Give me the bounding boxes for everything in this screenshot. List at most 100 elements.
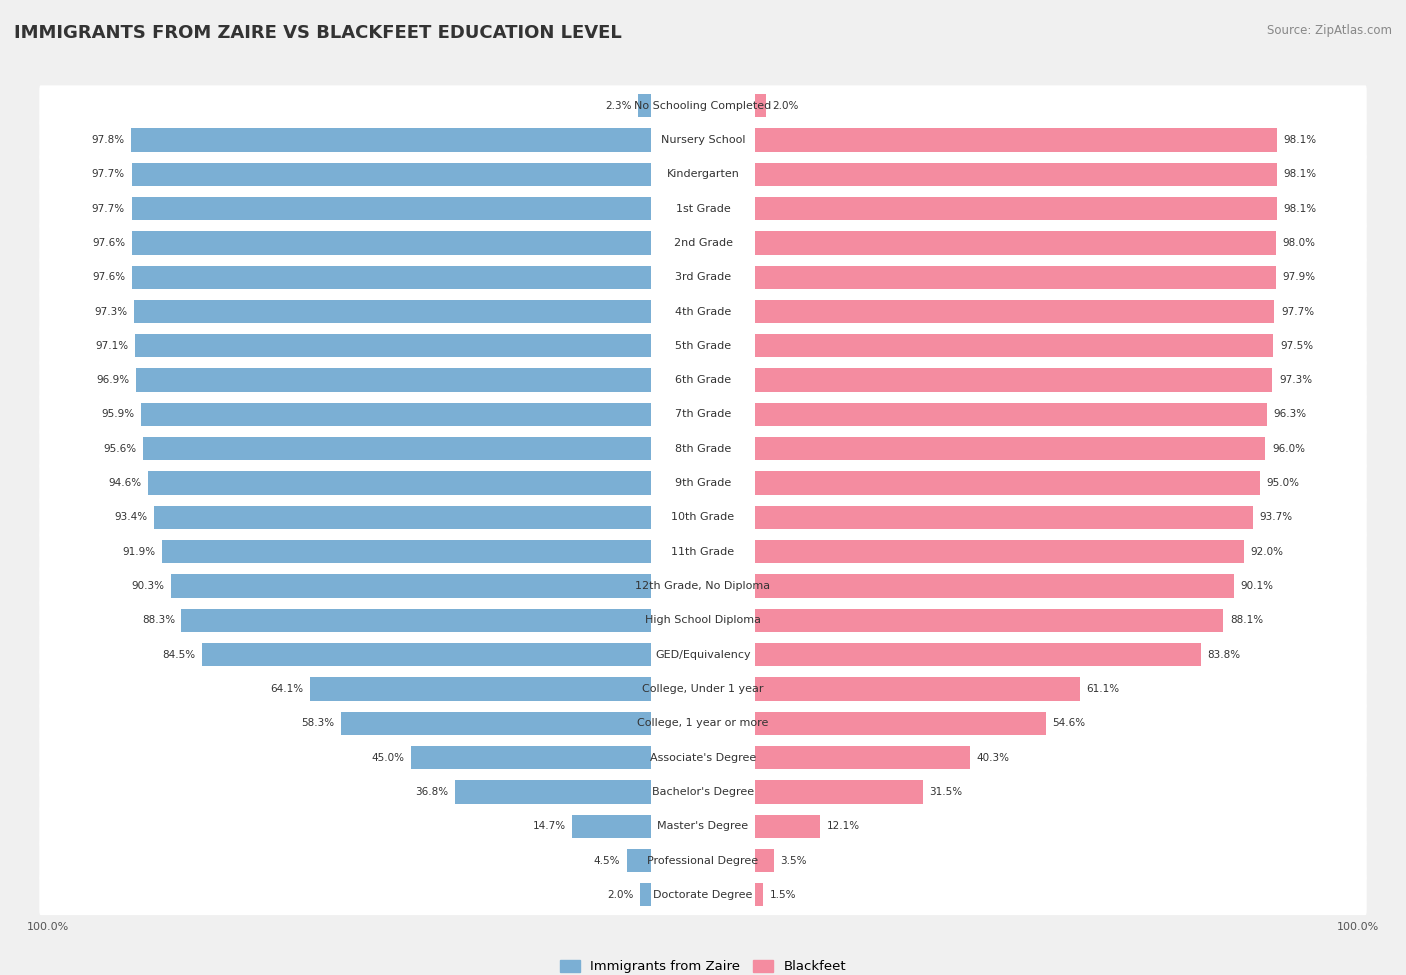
- Text: 97.3%: 97.3%: [1279, 375, 1312, 385]
- FancyBboxPatch shape: [39, 222, 1367, 263]
- FancyBboxPatch shape: [39, 771, 1367, 812]
- Bar: [755, 849, 775, 873]
- Text: 83.8%: 83.8%: [1208, 649, 1240, 660]
- FancyBboxPatch shape: [39, 875, 1367, 916]
- FancyBboxPatch shape: [39, 497, 1367, 537]
- FancyBboxPatch shape: [39, 600, 1367, 641]
- Text: 90.3%: 90.3%: [131, 581, 165, 591]
- Bar: [755, 883, 763, 907]
- Text: 95.9%: 95.9%: [101, 410, 135, 419]
- Bar: [131, 129, 651, 152]
- Bar: [755, 94, 766, 117]
- Text: 96.9%: 96.9%: [96, 375, 129, 385]
- Text: College, Under 1 year: College, Under 1 year: [643, 683, 763, 694]
- Text: Professional Degree: Professional Degree: [647, 855, 759, 866]
- Bar: [755, 369, 1272, 392]
- Text: 96.0%: 96.0%: [1272, 444, 1305, 453]
- Text: 98.0%: 98.0%: [1282, 238, 1316, 248]
- Text: 2.3%: 2.3%: [605, 100, 631, 110]
- Text: 31.5%: 31.5%: [929, 787, 963, 797]
- FancyBboxPatch shape: [39, 120, 1367, 160]
- Text: 11th Grade: 11th Grade: [672, 547, 734, 557]
- Text: 61.1%: 61.1%: [1087, 683, 1119, 694]
- Text: 94.6%: 94.6%: [108, 478, 142, 488]
- Bar: [340, 712, 651, 735]
- Text: 58.3%: 58.3%: [301, 719, 335, 728]
- Text: 92.0%: 92.0%: [1251, 547, 1284, 557]
- Text: 97.7%: 97.7%: [1281, 306, 1315, 317]
- Text: 2.0%: 2.0%: [773, 100, 799, 110]
- Bar: [135, 334, 651, 358]
- Text: 95.6%: 95.6%: [103, 444, 136, 453]
- Text: 4.5%: 4.5%: [593, 855, 620, 866]
- Text: Bachelor's Degree: Bachelor's Degree: [652, 787, 754, 797]
- Bar: [755, 506, 1253, 529]
- Text: IMMIGRANTS FROM ZAIRE VS BLACKFEET EDUCATION LEVEL: IMMIGRANTS FROM ZAIRE VS BLACKFEET EDUCA…: [14, 24, 621, 42]
- Text: 1.5%: 1.5%: [770, 890, 797, 900]
- Bar: [755, 300, 1274, 323]
- Bar: [132, 197, 651, 220]
- Bar: [755, 678, 1080, 701]
- Bar: [141, 403, 651, 426]
- FancyBboxPatch shape: [39, 635, 1367, 675]
- Text: 36.8%: 36.8%: [415, 787, 449, 797]
- FancyBboxPatch shape: [39, 257, 1367, 297]
- FancyBboxPatch shape: [39, 429, 1367, 469]
- Text: 97.7%: 97.7%: [91, 170, 125, 179]
- Bar: [755, 403, 1267, 426]
- Text: 40.3%: 40.3%: [976, 753, 1010, 762]
- Bar: [755, 746, 970, 769]
- FancyBboxPatch shape: [39, 737, 1367, 778]
- Text: 97.3%: 97.3%: [94, 306, 127, 317]
- Legend: Immigrants from Zaire, Blackfeet: Immigrants from Zaire, Blackfeet: [554, 955, 852, 975]
- Bar: [755, 437, 1265, 460]
- Text: 95.0%: 95.0%: [1267, 478, 1299, 488]
- Text: 98.1%: 98.1%: [1284, 170, 1316, 179]
- Bar: [755, 712, 1046, 735]
- Bar: [755, 129, 1277, 152]
- Text: 6th Grade: 6th Grade: [675, 375, 731, 385]
- FancyBboxPatch shape: [39, 188, 1367, 229]
- Text: 12.1%: 12.1%: [827, 821, 859, 832]
- Bar: [572, 814, 651, 838]
- Bar: [755, 643, 1201, 666]
- Bar: [755, 540, 1244, 564]
- FancyBboxPatch shape: [39, 154, 1367, 194]
- Text: 97.6%: 97.6%: [93, 238, 125, 248]
- Bar: [162, 540, 651, 564]
- Text: Associate's Degree: Associate's Degree: [650, 753, 756, 762]
- FancyBboxPatch shape: [39, 360, 1367, 401]
- Text: 3rd Grade: 3rd Grade: [675, 272, 731, 282]
- Bar: [142, 437, 651, 460]
- Text: 97.9%: 97.9%: [1282, 272, 1315, 282]
- Text: 2.0%: 2.0%: [607, 890, 633, 900]
- Text: 4th Grade: 4th Grade: [675, 306, 731, 317]
- Text: 93.4%: 93.4%: [115, 513, 148, 523]
- Bar: [148, 471, 651, 494]
- Bar: [412, 746, 651, 769]
- Bar: [755, 197, 1277, 220]
- FancyBboxPatch shape: [39, 669, 1367, 709]
- Bar: [155, 506, 651, 529]
- Text: No Schooling Completed: No Schooling Completed: [634, 100, 772, 110]
- Bar: [755, 265, 1275, 289]
- Bar: [132, 265, 651, 289]
- Text: 10th Grade: 10th Grade: [672, 513, 734, 523]
- Text: 2nd Grade: 2nd Grade: [673, 238, 733, 248]
- FancyBboxPatch shape: [39, 566, 1367, 606]
- Text: 1st Grade: 1st Grade: [676, 204, 730, 214]
- Text: 97.6%: 97.6%: [93, 272, 125, 282]
- Bar: [755, 814, 820, 838]
- Bar: [755, 608, 1223, 632]
- Bar: [172, 574, 651, 598]
- Text: 97.7%: 97.7%: [91, 204, 125, 214]
- Text: 5th Grade: 5th Grade: [675, 341, 731, 351]
- FancyBboxPatch shape: [39, 703, 1367, 744]
- FancyBboxPatch shape: [39, 292, 1367, 332]
- Text: 88.3%: 88.3%: [142, 615, 174, 625]
- FancyBboxPatch shape: [39, 531, 1367, 572]
- Text: 91.9%: 91.9%: [122, 547, 156, 557]
- FancyBboxPatch shape: [39, 806, 1367, 846]
- Text: 97.5%: 97.5%: [1279, 341, 1313, 351]
- Text: 97.8%: 97.8%: [91, 135, 124, 145]
